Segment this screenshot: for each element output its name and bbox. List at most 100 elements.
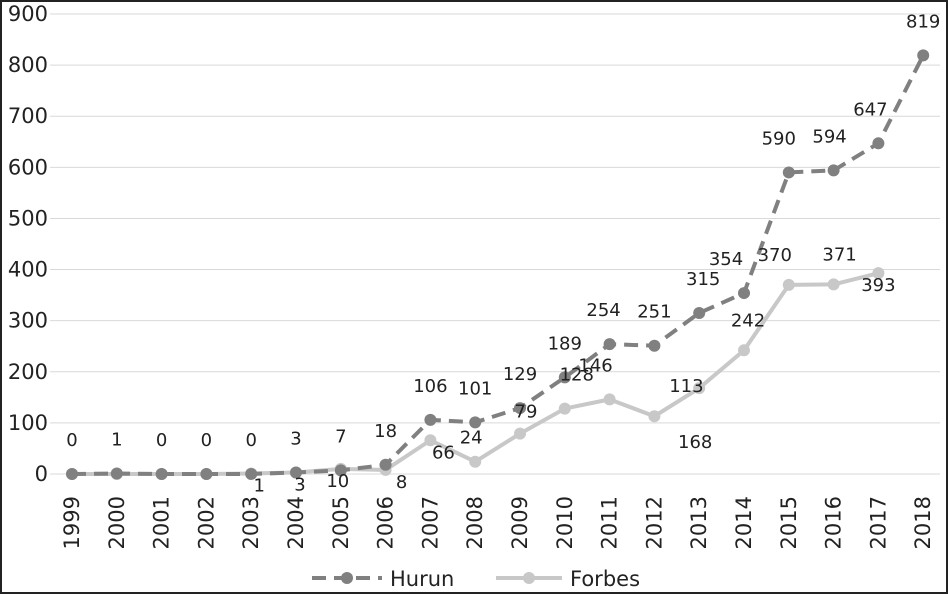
data-label-forbes: 168	[678, 432, 712, 453]
data-label-hurun: 819	[906, 11, 940, 32]
data-label-forbes: 24	[460, 428, 483, 449]
legend-label-hurun: Hurun	[390, 567, 454, 591]
data-point-forbes	[738, 344, 750, 357]
data-point-hurun	[558, 371, 571, 384]
data-point-forbes	[603, 393, 616, 406]
data-point-hurun	[200, 468, 213, 480]
y-tick-label: 900	[8, 2, 48, 26]
y-tick-label: 800	[8, 53, 48, 77]
data-label-forbes: 370	[758, 245, 792, 266]
y-tick-label: 600	[8, 155, 48, 179]
data-label-hurun: 0	[245, 430, 256, 451]
x-tick-label: 2011	[598, 496, 622, 549]
x-tick-label: 2002	[194, 496, 218, 549]
data-label-forbes: 10	[326, 471, 349, 492]
data-label-forbes: 393	[861, 275, 895, 296]
y-tick-label: 400	[8, 258, 48, 282]
y-tick-label: 700	[8, 104, 48, 128]
data-label-hurun: 106	[413, 376, 447, 397]
x-tick-label: 2012	[642, 496, 666, 549]
x-tick-label: 2007	[418, 496, 442, 549]
y-axis-ticks: 0 100 200 300 400 500 600 700 800 900	[8, 2, 48, 486]
x-tick-label: 2018	[911, 496, 935, 549]
data-point-hurun	[424, 413, 437, 426]
x-tick-label: 2015	[777, 496, 801, 549]
series	[66, 49, 930, 480]
data-point-forbes	[872, 267, 885, 280]
series-line-hurun	[71, 54, 925, 476]
legend: Hurun Forbes	[312, 567, 640, 591]
y-tick-label: 500	[8, 206, 48, 230]
data-point-forbes	[558, 402, 571, 415]
data-label-forbes: 128	[560, 365, 594, 386]
data-label-forbes: 371	[822, 244, 856, 265]
data-label-forbes: 79	[515, 402, 538, 423]
data-point-hurun	[290, 466, 302, 479]
x-tick-label: 2008	[463, 496, 487, 549]
x-tick-label: 2006	[374, 496, 398, 549]
x-tick-label: 2010	[553, 496, 577, 549]
data-point-hurun	[514, 402, 526, 415]
x-axis-ticks: 1999 2000 2001 2002 2003 2004 2005 2006 2007 2008…	[60, 496, 935, 549]
data-label-hurun: 0	[66, 430, 77, 451]
data-point-hurun	[155, 468, 168, 480]
data-point-forbes	[469, 455, 482, 468]
data-point-hurun	[334, 464, 347, 477]
data-label-hurun: 251	[637, 302, 671, 323]
data-point-hurun	[872, 137, 885, 150]
y-tick-label: 0	[35, 462, 48, 486]
data-label-hurun: 590	[762, 128, 796, 149]
data-point-forbes	[424, 434, 437, 447]
legend-marker-forbes	[523, 572, 535, 584]
x-tick-label: 2017	[866, 496, 890, 549]
x-tick-label: 2009	[508, 496, 532, 549]
data-label-forbes: 146	[578, 355, 612, 376]
data-point-forbes	[693, 382, 706, 395]
data-label-hurun: 594	[812, 126, 846, 147]
x-tick-label: 2003	[239, 496, 263, 549]
data-label-forbes: 242	[731, 310, 765, 331]
data-label-hurun: 0	[156, 430, 167, 451]
y-tick-label: 200	[8, 360, 48, 384]
data-label-forbes: 8	[396, 472, 407, 493]
data-point-hurun	[66, 468, 78, 480]
data-label-hurun: 7	[335, 426, 346, 447]
x-tick-label: 2005	[329, 496, 353, 549]
data-label-forbes: 1	[253, 475, 264, 496]
data-point-hurun	[827, 164, 840, 177]
data-point-hurun	[603, 338, 616, 351]
data-point-hurun	[693, 307, 706, 319]
data-point-hurun	[738, 287, 750, 300]
data-label-hurun: 647	[853, 99, 887, 120]
data-point-hurun	[110, 467, 123, 480]
data-label-hurun: 315	[686, 269, 720, 290]
data-point-forbes	[782, 278, 795, 291]
data-label-hurun: 18	[374, 421, 397, 442]
legend-marker-hurun	[341, 572, 353, 584]
data-label-hurun: 354	[709, 249, 743, 270]
data-label-forbes: 66	[432, 442, 455, 463]
legend-label-forbes: Forbes	[570, 567, 640, 591]
y-tick-label: 300	[8, 309, 48, 333]
x-tick-label: 2013	[687, 496, 711, 549]
data-label-hurun: 129	[503, 364, 537, 385]
data-label-hurun: 0	[201, 430, 212, 451]
data-point-hurun	[245, 468, 258, 480]
data-point-hurun	[782, 166, 795, 179]
x-tick-label: 2014	[732, 496, 756, 549]
data-point-hurun	[379, 458, 392, 471]
x-tick-label: 1999	[60, 496, 84, 549]
x-tick-label: 2004	[284, 496, 308, 549]
data-point-forbes	[514, 427, 526, 440]
data-point-hurun	[648, 339, 661, 352]
data-point-hurun	[917, 49, 930, 62]
data-point-hurun	[469, 416, 482, 429]
data-label-hurun: 254	[586, 300, 620, 321]
x-tick-label: 2000	[105, 496, 129, 549]
data-label-hurun: 101	[458, 378, 492, 399]
data-label-forbes: 113	[669, 376, 703, 397]
data-label-forbes: 3	[294, 474, 305, 495]
